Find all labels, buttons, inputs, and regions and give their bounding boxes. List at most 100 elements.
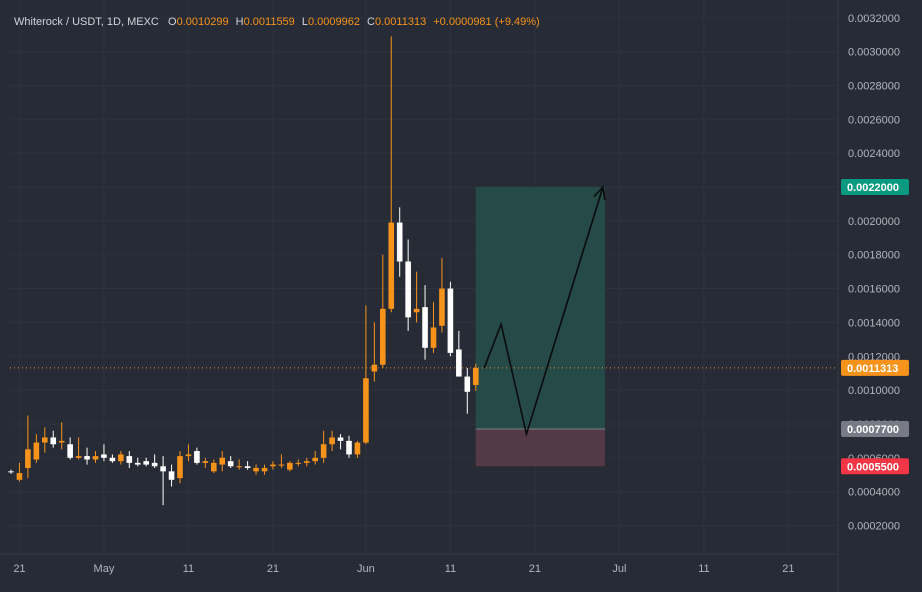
y-tick-label: 0.0030000 xyxy=(848,47,900,59)
candle-body xyxy=(329,437,335,445)
candle[interactable] xyxy=(405,239,411,331)
candle[interactable] xyxy=(25,415,31,479)
candle[interactable] xyxy=(143,457,149,467)
symbol-title: Whiterock / USDT, 1D, MEXC xyxy=(14,16,159,28)
candle[interactable] xyxy=(33,434,40,463)
candle[interactable] xyxy=(58,422,65,450)
candle-body xyxy=(101,454,107,458)
candle[interactable] xyxy=(75,437,82,460)
candle-body xyxy=(25,449,31,468)
candle[interactable] xyxy=(329,430,335,452)
candle[interactable] xyxy=(464,368,471,414)
candle[interactable] xyxy=(244,461,251,470)
target-zone[interactable] xyxy=(475,187,605,430)
candle-body xyxy=(92,456,99,460)
candle[interactable] xyxy=(447,281,454,357)
candle-body xyxy=(160,466,166,472)
candle[interactable] xyxy=(16,462,23,482)
candle[interactable] xyxy=(388,36,395,313)
low-value: 0.0009962 xyxy=(307,16,360,28)
candle-body xyxy=(396,222,403,262)
candle[interactable] xyxy=(50,430,57,448)
candle[interactable] xyxy=(185,444,192,462)
y-tick-label: 0.0026000 xyxy=(848,114,900,126)
candle[interactable] xyxy=(168,464,175,487)
candle[interactable] xyxy=(472,363,479,391)
stop-zone[interactable] xyxy=(475,429,605,467)
candle[interactable] xyxy=(413,271,420,323)
y-tick-label: 0.0028000 xyxy=(848,80,900,92)
candle-body xyxy=(371,364,378,372)
candle[interactable] xyxy=(101,444,107,462)
candle[interactable] xyxy=(227,456,234,468)
candle[interactable] xyxy=(295,459,302,467)
candle[interactable] xyxy=(371,322,378,382)
candle[interactable] xyxy=(422,285,428,360)
candle[interactable] xyxy=(84,447,90,465)
candle-body xyxy=(75,456,82,458)
candle[interactable] xyxy=(92,451,99,463)
candle[interactable] xyxy=(67,437,73,460)
x-axis[interactable]: 21 May 11 21 Jun 11 21 Jul 11 21 xyxy=(13,563,794,575)
candle[interactable] xyxy=(303,457,310,467)
y-tick-label: 0.0018000 xyxy=(848,250,900,262)
candle[interactable] xyxy=(363,305,369,445)
candle[interactable] xyxy=(261,464,268,475)
candle[interactable] xyxy=(270,461,276,470)
candle[interactable] xyxy=(211,459,217,474)
candle-body xyxy=(320,444,327,458)
projection-arrow[interactable] xyxy=(483,186,604,438)
candle[interactable] xyxy=(278,454,285,468)
candle[interactable] xyxy=(202,457,209,468)
stop-price-badge: 0.0005500 xyxy=(841,458,909,475)
entry-price-badge-text: 0.0007700 xyxy=(847,424,899,436)
candle[interactable] xyxy=(126,451,133,468)
candle[interactable] xyxy=(236,459,242,470)
projection-arrowhead xyxy=(593,185,606,200)
candle-body xyxy=(33,442,40,460)
x-tick-label: 21 xyxy=(529,563,541,575)
candle-body xyxy=(354,442,361,455)
close-label: C xyxy=(367,16,375,28)
candle[interactable] xyxy=(134,457,141,467)
candle[interactable] xyxy=(320,430,327,463)
candle-body xyxy=(185,454,192,457)
candle[interactable] xyxy=(380,254,386,369)
y-tick-label: 0.0010000 xyxy=(848,385,900,397)
candle[interactable] xyxy=(337,434,344,450)
candle-body xyxy=(430,327,437,348)
candle[interactable] xyxy=(287,461,293,472)
candle[interactable] xyxy=(396,207,403,277)
candle-body xyxy=(261,467,268,472)
candle[interactable] xyxy=(312,451,318,465)
candle[interactable] xyxy=(160,456,166,506)
candle[interactable] xyxy=(219,451,226,472)
candle[interactable] xyxy=(151,454,158,468)
candle-body xyxy=(464,376,471,392)
y-axis[interactable]: 0.00340000.00320000.00300000.00280000.00… xyxy=(848,0,900,533)
y-tick-label: 0.0002000 xyxy=(848,521,900,533)
candle[interactable] xyxy=(354,440,361,458)
candle[interactable] xyxy=(194,447,200,465)
candle-body xyxy=(380,308,386,365)
candle[interactable] xyxy=(253,464,259,475)
candle[interactable] xyxy=(439,258,445,333)
y-tick-label: 0.0032000 xyxy=(848,13,900,25)
candle[interactable] xyxy=(118,451,124,465)
candle[interactable] xyxy=(430,302,437,353)
x-tick-label: 21 xyxy=(13,563,25,575)
x-tick-label: May xyxy=(94,563,115,575)
candle[interactable] xyxy=(456,330,462,377)
candle[interactable] xyxy=(109,454,116,463)
candle-body xyxy=(194,451,200,463)
candle[interactable] xyxy=(177,451,183,484)
entry-price-badge: 0.0007700 xyxy=(841,421,909,438)
candle-body xyxy=(295,462,302,464)
candle[interactable] xyxy=(8,469,14,474)
candle-body xyxy=(388,222,395,309)
x-tick-label: Jun xyxy=(357,563,375,575)
candle[interactable] xyxy=(42,427,48,453)
candle[interactable] xyxy=(346,435,352,458)
